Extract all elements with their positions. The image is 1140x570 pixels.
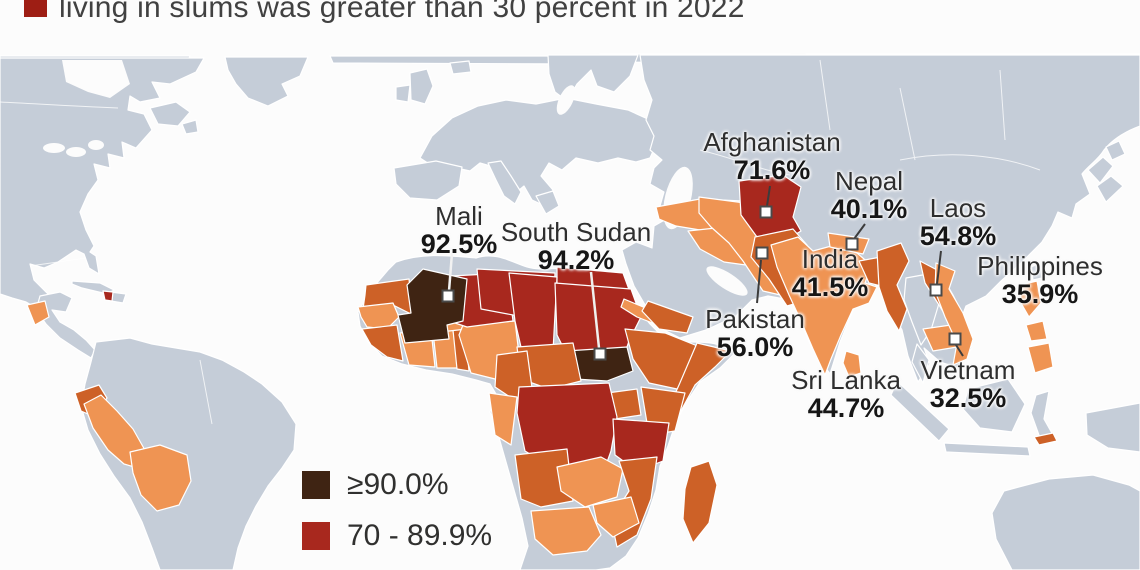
south-america	[80, 337, 297, 570]
map-legend: ≥90.0%70 - 89.9%50 - 69.9%	[302, 468, 492, 570]
legend-label: 70 - 89.9%	[347, 519, 493, 552]
guinea-sierra-leone	[361, 324, 404, 362]
borneo	[962, 378, 1026, 433]
iceland	[449, 60, 472, 75]
bolivia	[129, 444, 192, 512]
new-guinea	[1085, 402, 1140, 453]
angola	[514, 448, 574, 508]
newfoundland	[181, 119, 199, 135]
timor-leste	[1033, 432, 1058, 446]
legend-swatch	[302, 522, 330, 550]
sri-lanka	[842, 350, 862, 378]
great-britain	[409, 68, 434, 105]
philippines-mindanao	[1027, 342, 1054, 374]
south-sudan-marker	[593, 347, 607, 361]
title-bullet-square	[24, 0, 47, 17]
great-lake	[66, 147, 86, 157]
greece	[535, 190, 560, 215]
malay-peninsula	[911, 343, 930, 384]
ireland	[395, 84, 411, 103]
laos-marker	[929, 283, 943, 297]
south-sudan-callout-line	[589, 271, 601, 349]
madagascar	[682, 460, 718, 544]
myanmar	[876, 242, 910, 332]
legend-swatch	[302, 471, 330, 499]
yemen	[641, 300, 694, 334]
country-borders	[0, 59, 1041, 425]
shaded-countries	[26, 174, 1058, 556]
afghanistan-callout-line	[766, 185, 771, 207]
great-lake	[43, 143, 65, 153]
chart-title: living in slums was greater than 30 perc…	[59, 0, 745, 24]
vietnam-callout-line	[955, 344, 964, 357]
philippines-luzon	[1019, 280, 1042, 318]
nepal-marker	[845, 237, 859, 251]
guatemala	[26, 300, 50, 326]
mali-marker	[441, 289, 455, 303]
japan-hokkaido	[1105, 140, 1126, 161]
central-america	[35, 291, 96, 359]
zimbabwe	[592, 496, 640, 538]
greenland	[224, 56, 309, 107]
gabon-congo	[488, 392, 518, 446]
java	[943, 442, 1031, 457]
quebec-labrador	[149, 101, 191, 127]
japan-honshu	[1087, 156, 1114, 184]
black-sea	[574, 162, 646, 190]
legend-label: ≥90.0%	[347, 468, 449, 501]
vietnam	[934, 262, 974, 366]
sumatra	[890, 380, 950, 442]
legend-item: ≥90.0%	[302, 468, 492, 502]
hudson-bay	[62, 60, 130, 98]
taiwan	[1030, 262, 1043, 281]
persian-gulf	[706, 266, 748, 296]
laos-callout-line	[936, 250, 942, 285]
zambia	[556, 456, 624, 508]
nepal-callout-line	[853, 223, 866, 240]
pakistan-callout-line	[756, 259, 762, 304]
afghanistan-marker	[759, 205, 773, 219]
callout-lines-and-markers	[441, 185, 964, 361]
pakistan-marker	[755, 246, 769, 260]
great-lake	[88, 140, 104, 150]
japan-kyushu	[1096, 175, 1124, 203]
namibia-botswana	[530, 506, 602, 556]
baltic-sea	[556, 85, 576, 115]
chart-title-row: living in slums was greater than 30 perc…	[24, 0, 745, 23]
haiti	[102, 290, 114, 302]
iberia	[393, 160, 463, 201]
legend-item: 70 - 89.9%	[302, 519, 492, 553]
vietnam-marker	[948, 332, 962, 346]
italy	[487, 160, 522, 205]
mali-callout-line	[447, 252, 454, 292]
philippines-visayas	[1025, 320, 1048, 342]
australia	[991, 474, 1140, 570]
